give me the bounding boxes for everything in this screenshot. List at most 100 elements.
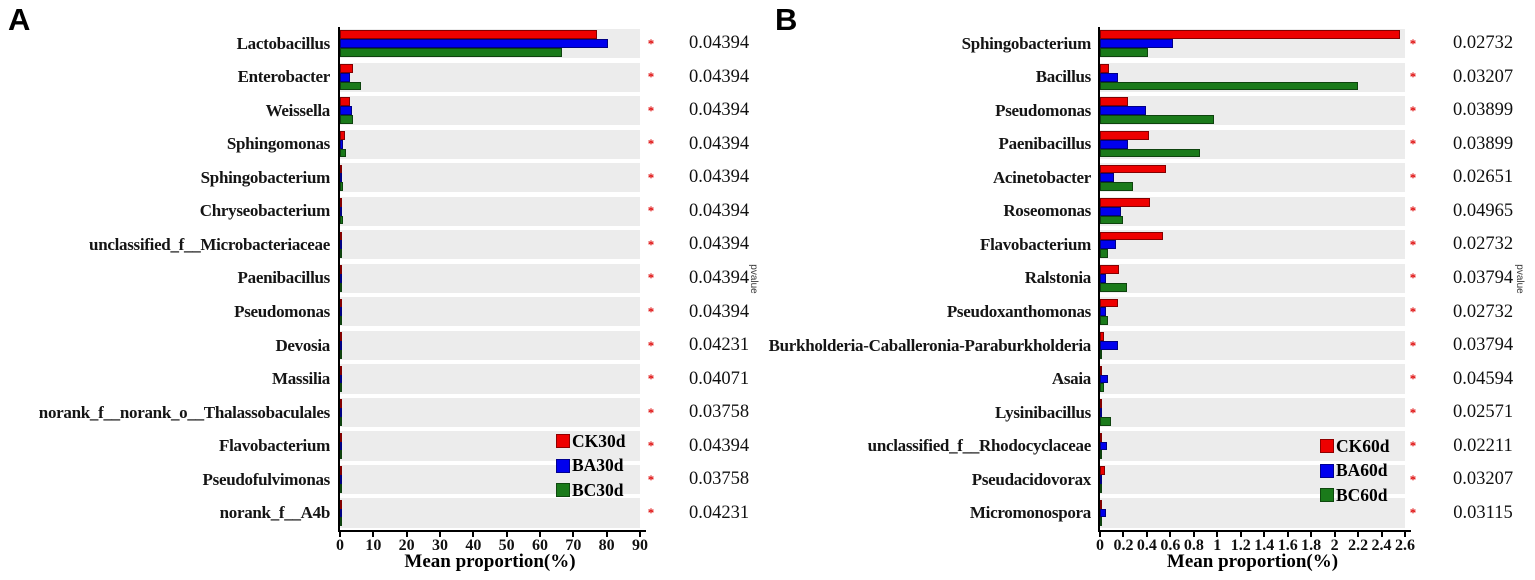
taxon-label: Sphingobacterium: [200, 167, 331, 187]
pvalue-text: 0.04231: [688, 502, 750, 523]
pvalue-text: 0.03899: [1452, 133, 1514, 154]
row-background-band: [1100, 163, 1405, 193]
x-axis-tick: [339, 532, 341, 537]
significance-marker: *: [1409, 438, 1417, 454]
significance-marker: *: [647, 270, 655, 286]
significance-marker: *: [1409, 203, 1417, 219]
taxon-label: Sphingomonas: [226, 134, 330, 154]
x-axis-tick-label: 10: [365, 537, 382, 554]
taxon-row: Sphingomonas * 0.04394: [0, 128, 765, 162]
row-background-band: [340, 397, 640, 428]
panel-a-x-axis-title: Mean proportion(%): [404, 551, 576, 572]
taxon-label: Pseudacidovorax: [971, 469, 1092, 489]
taxon-row: Bacillus * 0.03207: [767, 61, 1535, 95]
row-background-band: [1100, 464, 1405, 495]
bar-ba30d: [340, 173, 342, 183]
bar-ck60d: [1100, 499, 1102, 509]
x-axis-tick: [1145, 532, 1148, 537]
x-axis-tick: [1216, 532, 1219, 537]
x-axis-tick: [572, 532, 575, 537]
taxon-row: Roseomonas * 0.04965: [767, 195, 1535, 229]
taxon-row: Sphingobacterium * 0.04394: [0, 161, 765, 195]
x-axis-tick: [1380, 532, 1383, 537]
significance-marker: *: [1409, 404, 1417, 420]
bar-ck30d: [340, 298, 342, 308]
bar-bc60d: [1100, 182, 1133, 191]
pvalue-text: 0.02732: [1452, 301, 1514, 322]
taxon-label: unclassified_f__Microbacteriaceae: [89, 234, 330, 254]
panel-a-bar-rows: Lactobacillus * 0.04394 Enterobacter * 0.0439…: [0, 0, 765, 580]
bc30d-swatch: [556, 483, 570, 498]
bar-bc30d: [340, 349, 342, 359]
taxon-label: norank_f__norank_o__Thalassobaculales: [38, 402, 331, 422]
panel-b-label: B: [775, 2, 798, 37]
bar-ck60d: [1100, 298, 1118, 308]
pvalue-text: 0.04394: [688, 100, 750, 121]
significance-marker: *: [1409, 69, 1417, 85]
pvalue-text: 0.04394: [688, 267, 750, 288]
bar-ba60d: [1100, 508, 1106, 518]
bar-bc30d: [340, 450, 342, 460]
significance-marker: *: [647, 169, 655, 185]
x-axis-tick-label: 1.8: [1301, 537, 1322, 554]
x-axis-tick-label: 40: [465, 537, 482, 554]
row-background-band: [1100, 196, 1405, 226]
taxon-label: Flavobacterium: [219, 436, 330, 456]
bar-ck30d: [340, 164, 342, 174]
pvalue-text: 0.04965: [1452, 200, 1514, 221]
row-background-band: [340, 62, 640, 92]
significance-marker: *: [647, 471, 655, 487]
significance-marker: *: [647, 136, 655, 152]
x-axis-tick: [1286, 532, 1289, 537]
x-axis-tick-label: 2.6: [1395, 537, 1415, 554]
x-axis-tick: [1192, 532, 1195, 537]
pvalue-text: 0.04394: [688, 33, 750, 54]
bar-ck30d: [340, 30, 597, 40]
bar-ck30d: [340, 97, 350, 107]
taxon-row: Micromonospora * 0.03115: [767, 496, 1535, 530]
bar-bc30d: [340, 483, 342, 493]
bar-ba30d: [340, 39, 609, 48]
taxon-label: Paenibacillus: [998, 134, 1092, 154]
taxon-row: norank_f__norank_o__Thalassobaculales * 0.…: [0, 396, 765, 430]
pvalue-text: 0.02571: [1452, 402, 1514, 423]
significance-marker: *: [647, 505, 655, 521]
bar-ck30d: [340, 130, 345, 140]
bar-ba30d: [340, 139, 343, 149]
x-axis-tick: [372, 532, 375, 537]
pvalue-text: 0.03794: [1452, 335, 1514, 356]
taxon-label: Weissella: [265, 100, 331, 120]
bar-ck30d: [340, 365, 342, 375]
row-background-band: [1100, 263, 1405, 293]
pvalue-text: 0.02732: [1452, 33, 1514, 54]
taxon-label: Lysinibacillus: [995, 402, 1091, 422]
x-axis-tick-label: 2.2: [1348, 537, 1369, 554]
bar-bc60d: [1100, 349, 1103, 359]
bar-bc60d: [1100, 450, 1102, 460]
bar-ba30d: [340, 273, 342, 283]
x-axis-tick: [1404, 532, 1406, 537]
bar-ck30d: [340, 231, 342, 241]
bar-ck60d: [1100, 30, 1401, 40]
taxon-label: Burkholderia-Caballeronia-Paraburkholder…: [768, 335, 1092, 355]
panel-b-pvalue-axis-label: pvalue: [1514, 263, 1525, 294]
bar-ba60d: [1100, 72, 1118, 82]
row-background-band: [340, 263, 640, 293]
pvalue-text: 0.02732: [1452, 234, 1514, 255]
significance-marker: *: [1409, 35, 1417, 51]
panel-b-x-axis-title: Mean proportion(%): [1166, 551, 1339, 572]
bar-ba60d: [1100, 39, 1173, 48]
bar-bc30d: [340, 182, 344, 191]
x-axis-tick: [1357, 532, 1360, 537]
x-axis-tick: [1333, 532, 1336, 537]
significance-marker: *: [1409, 471, 1417, 487]
taxon-row: Pseudacidovorax * 0.03207: [767, 463, 1535, 497]
pvalue-text: 0.04231: [688, 335, 750, 356]
ba30d-swatch: [556, 458, 570, 473]
bar-ba30d: [340, 206, 342, 216]
bar-ck30d: [340, 198, 342, 207]
significance-marker: *: [1409, 371, 1417, 387]
bar-ba60d: [1100, 173, 1115, 183]
x-axis-tick-label: 70: [565, 537, 582, 554]
bar-bc30d: [340, 316, 342, 326]
